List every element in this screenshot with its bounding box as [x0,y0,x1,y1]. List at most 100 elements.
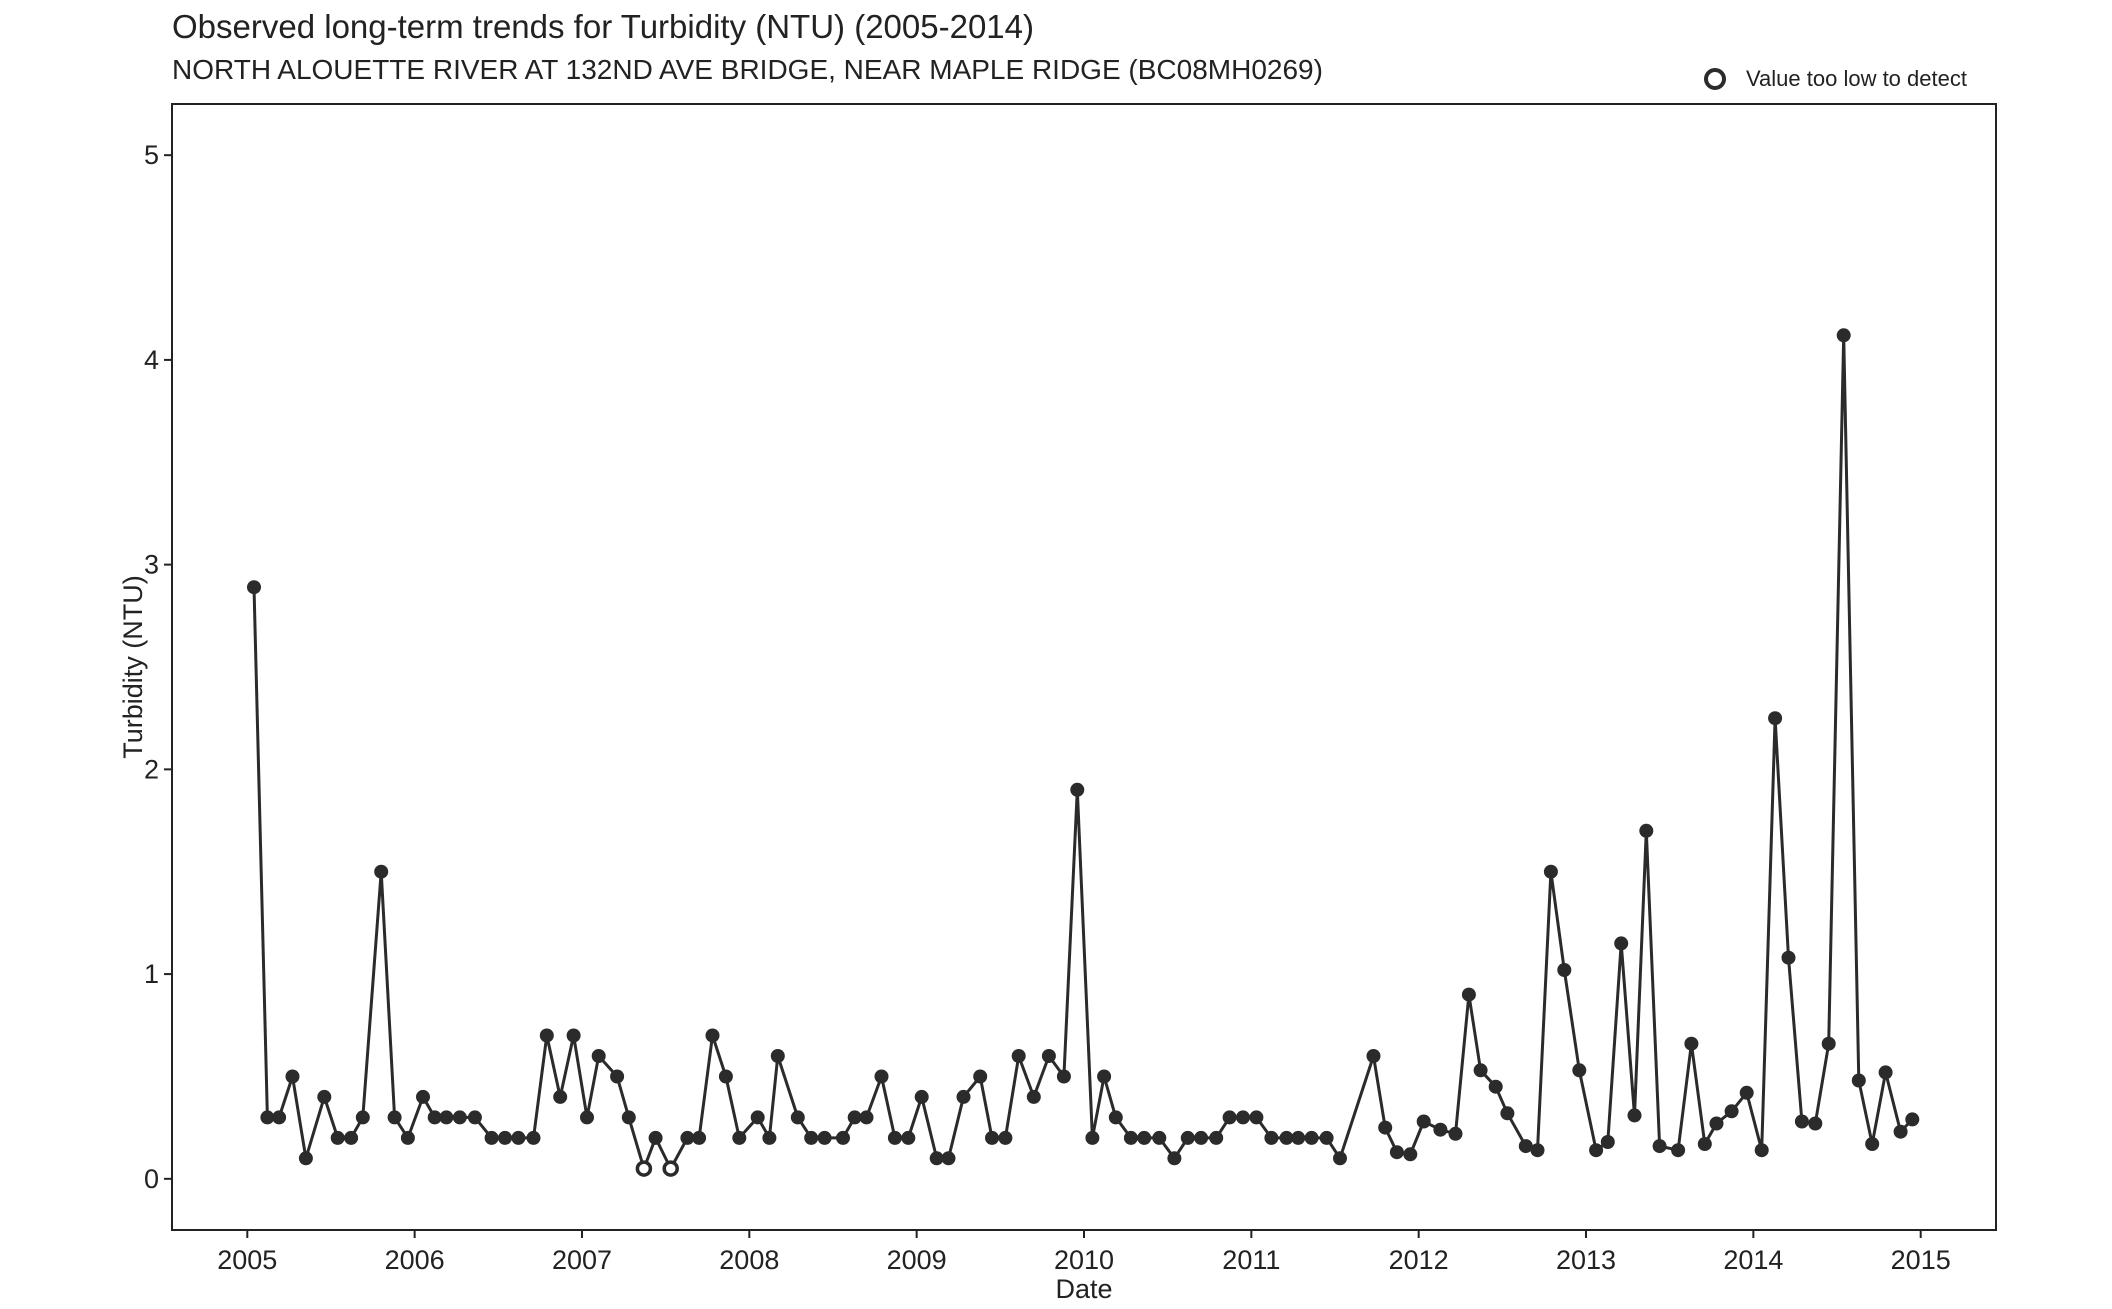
data-point [1754,1143,1769,1158]
data-point [317,1089,332,1104]
data-point [1167,1151,1182,1166]
chart-subtitle: NORTH ALOUETTE RIVER AT 132ND AVE BRIDGE… [172,54,1323,85]
data-point [1416,1114,1431,1129]
data-point [1709,1116,1724,1131]
data-point [1448,1126,1463,1141]
y-axis-title: Turbidity (NTU) [118,575,148,759]
data-point [566,1028,581,1043]
data-point [1180,1130,1195,1145]
data-point [330,1130,345,1145]
data-point [498,1130,512,1145]
data-point [1108,1110,1123,1125]
data-point [484,1130,499,1145]
data-point [1222,1110,1237,1125]
data-point [762,1130,777,1145]
data-point [1236,1110,1250,1125]
data-point [1781,950,1796,965]
data-point [1333,1151,1347,1166]
data-point [539,1028,554,1043]
data-point [591,1049,606,1063]
data-point [1878,1065,1893,1080]
data-point [1589,1143,1604,1158]
data-point [260,1110,275,1125]
data-point [1319,1130,1334,1145]
data-point [1264,1130,1279,1145]
data-point [1905,1112,1920,1127]
data-point [1652,1139,1667,1154]
y-tick-label: 3 [144,550,159,580]
y-tick-label: 0 [144,1164,159,1194]
data-point [1194,1130,1209,1145]
data-point [1304,1130,1319,1145]
data-point [1614,936,1629,951]
plot-background [172,104,1996,1230]
y-tick-label: 4 [144,345,159,375]
data-point [400,1130,415,1145]
x-tick-label: 2005 [217,1245,277,1275]
data-point [732,1130,747,1145]
data-point [648,1130,663,1145]
data-point [914,1089,929,1104]
data-point [1572,1063,1587,1078]
data-point [1865,1137,1880,1151]
data-point [1724,1104,1739,1119]
data-point [416,1089,430,1104]
data-point [247,580,261,595]
data-point [692,1130,707,1145]
data-point [1543,864,1558,879]
x-tick-label: 2007 [552,1245,612,1275]
data-point [1291,1130,1306,1145]
data-point [1152,1130,1167,1145]
data-point [1056,1069,1071,1084]
data-point [859,1110,874,1125]
data-point [580,1110,594,1125]
data-point-below-detection [662,1160,679,1177]
data-point [1808,1116,1823,1131]
data-point [1627,1108,1642,1123]
chart-title: Observed long-term trends for Turbidity … [172,8,1034,45]
y-tick-label: 1 [144,959,159,989]
data-point [901,1130,916,1145]
data-point [610,1069,625,1084]
data-point [1488,1079,1503,1094]
data-point [621,1110,636,1125]
data-point [1085,1130,1100,1145]
x-tick-label: 2015 [1891,1245,1951,1275]
x-tick-label: 2006 [385,1245,445,1275]
data-point [1851,1073,1866,1088]
data-point [985,1130,999,1145]
data-point [1378,1120,1393,1135]
data-point [272,1110,287,1125]
data-point [1026,1089,1041,1104]
data-point [874,1069,889,1084]
data-point [1500,1106,1515,1121]
data-point [1070,782,1085,797]
y-tick-label: 5 [144,140,159,170]
data-point [1041,1049,1056,1063]
data-point [1123,1130,1138,1145]
data-point [1279,1130,1294,1145]
data-point [790,1110,805,1125]
x-tick-label: 2011 [1222,1245,1280,1275]
x-tick-label: 2013 [1556,1245,1616,1275]
data-point [452,1110,467,1125]
data-point [1011,1049,1026,1063]
x-tick-label: 2009 [887,1245,947,1275]
data-point [680,1130,695,1145]
data-point [439,1110,454,1125]
data-point [1794,1114,1809,1129]
data-point [941,1151,956,1166]
data-point [374,864,389,879]
data-point [1821,1036,1836,1051]
data-point [427,1110,442,1125]
data-point [1893,1124,1908,1139]
data-point [929,1151,944,1166]
data-point [298,1151,313,1166]
data-point [553,1089,568,1104]
data-point [817,1130,832,1145]
data-point-below-detection [635,1160,653,1177]
data-point [467,1110,482,1125]
x-tick-label: 2012 [1389,1245,1449,1275]
data-point [1518,1139,1533,1154]
